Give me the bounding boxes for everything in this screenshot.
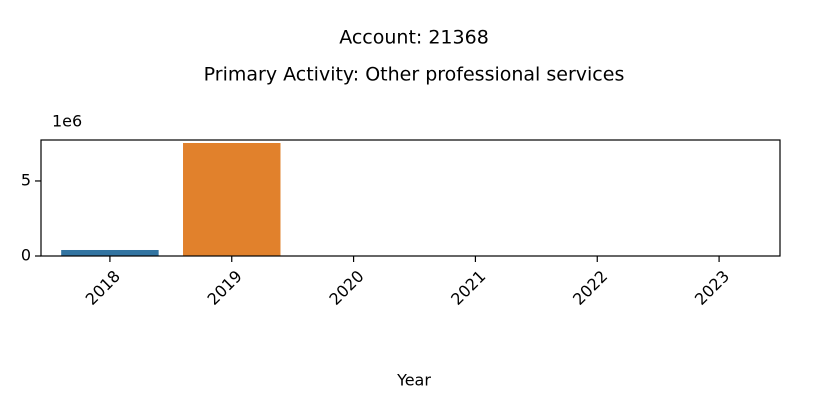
x-tick-label: 2018 — [82, 267, 124, 309]
y-tick-label: 5 — [21, 170, 31, 189]
x-tick-label: 2019 — [204, 267, 246, 309]
chart-title: Account: 21368 — [339, 27, 489, 49]
bar — [61, 249, 159, 256]
plot-frame — [40, 139, 781, 257]
x-tick-label: 2021 — [447, 267, 489, 309]
x-tick-label: 2023 — [691, 267, 733, 309]
x-tick-label: 2020 — [325, 267, 367, 309]
x-tick-label: 2022 — [569, 267, 611, 309]
y-offset-label: 1e6 — [52, 112, 82, 131]
x-axis-label: Year — [396, 371, 431, 390]
y-tick-label: 0 — [21, 246, 31, 265]
bar — [183, 143, 281, 256]
chart-subtitle: Primary Activity: Other professional ser… — [204, 64, 625, 86]
